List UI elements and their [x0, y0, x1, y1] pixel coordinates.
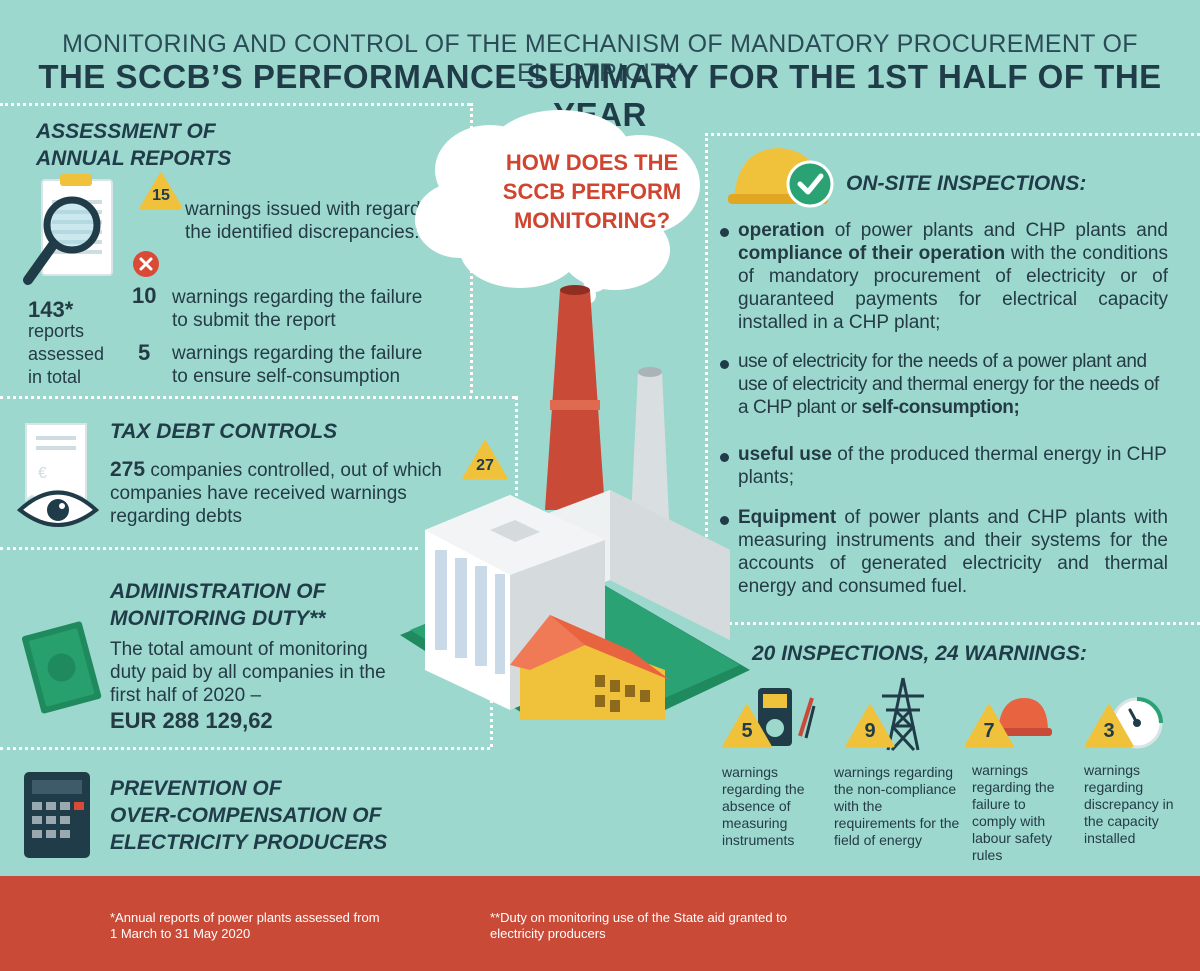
hard-hat-check-icon [728, 148, 834, 208]
onsite-bullet-1: operation of power plants and CHP plants… [738, 220, 1168, 333]
prevention-heading: PREVENTION OF OVER-COMPENSATION OF ELECT… [110, 777, 388, 854]
annual-item1-text: warnings regarding the failure to submit… [172, 287, 423, 331]
duty-text: The total amount of monitoring duty paid… [110, 639, 386, 706]
warning-count: 7 [983, 720, 995, 742]
bullet [720, 228, 729, 237]
tax-text: 275 companies controlled, out of which c… [110, 458, 455, 528]
money-icon [21, 621, 102, 714]
receipt-eye-icon: € [16, 423, 100, 527]
divider [705, 133, 708, 603]
warning-triangle-icon: 7 [964, 704, 1014, 748]
divider [705, 133, 1200, 136]
magnifier-document-icon [23, 174, 113, 285]
footer [0, 876, 1200, 971]
warning-count: 5 [741, 720, 753, 742]
onsite-heading: ON-SITE INSPECTIONS: [846, 172, 1087, 195]
tax-description: companies controlled, out of which compa… [110, 460, 442, 527]
onsite-bullet-2: use of electricity for the needs of a po… [738, 351, 1159, 418]
warning-triangle-icon: 5 [722, 704, 772, 748]
warning-triangle-icon: 3 [1084, 704, 1134, 748]
footnote-1: *Annual reports of power plants assessed… [110, 910, 380, 941]
bullet [720, 516, 729, 525]
warning-count: 3 [1103, 720, 1115, 742]
divider [0, 396, 515, 399]
reports-total-text: reports assessed in total [28, 321, 105, 387]
helmet-icon [994, 698, 1052, 736]
svg-text:€: € [38, 465, 47, 482]
tax-heading: TAX DEBT CONTROLS [110, 420, 338, 443]
close-icon [133, 251, 159, 277]
inspection-item-3-text: warnings regarding the failure to comply… [972, 762, 1055, 863]
warning-triangle-icon: 27 [462, 440, 508, 480]
divider [0, 747, 490, 750]
divider [490, 700, 493, 747]
inspection-item-2-text: warnings regarding the non-compliance wi… [834, 764, 960, 848]
calculator-icon [24, 772, 90, 858]
divider [705, 622, 1200, 625]
duty-amount: EUR 288 129,62 [110, 708, 273, 733]
factory-illustration [400, 110, 750, 720]
bullet [720, 453, 729, 462]
bullet [720, 360, 729, 369]
reports-total-number: 143* [28, 297, 74, 322]
annual-item2-number: 5 [138, 340, 151, 365]
inspections-heading: 20 INSPECTIONS, 24 WARNINGS: [752, 642, 1087, 665]
multimeter-icon [758, 688, 816, 746]
warning-triangle-icon: 15 [139, 172, 183, 210]
divider [0, 547, 418, 550]
inspection-item-4-text: warnings regarding discrepancy in the ca… [1084, 762, 1174, 846]
duty-heading: ADMINISTRATION OF MONITORING DUTY** [110, 580, 326, 630]
annual-heading: ASSESSMENT OF ANNUAL REPORTS [36, 120, 232, 170]
tax-number: 275 [110, 458, 146, 481]
inspection-item-1-text: warnings regarding the absence of measur… [722, 764, 805, 848]
warning-triangle-icon: 9 [845, 704, 895, 748]
warning-count: 9 [864, 720, 876, 742]
annual-warning-text: warnings issued with regard to the ident… [185, 199, 442, 243]
power-tower-icon [882, 677, 924, 752]
page-subtitle: MONITORING AND CONTROL OF THE MECHANISM … [62, 30, 1138, 87]
divider [515, 396, 518, 546]
annual-item2-text: warnings regarding the failure to ensure… [172, 343, 423, 387]
divider [0, 103, 470, 106]
onsite-bullet-4: Equipment of power plants and CHP plants… [738, 507, 1168, 597]
annual-item1-number: 10 [132, 283, 157, 308]
cloud-question: HOW DOES THE SCCB PERFORM MONITORING? [502, 150, 682, 233]
warning-count: 27 [476, 457, 494, 474]
footnote-2: **Duty on monitoring use of the State ai… [490, 910, 788, 941]
page-title: THE SCCB’S PERFORMANCE SUMMARY FOR THE 1… [38, 58, 1162, 133]
warning-count: 15 [152, 187, 170, 204]
onsite-bullet-3: useful use of the produced thermal energ… [738, 444, 1167, 488]
